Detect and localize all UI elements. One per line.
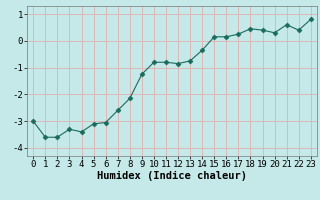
X-axis label: Humidex (Indice chaleur): Humidex (Indice chaleur)	[97, 171, 247, 181]
